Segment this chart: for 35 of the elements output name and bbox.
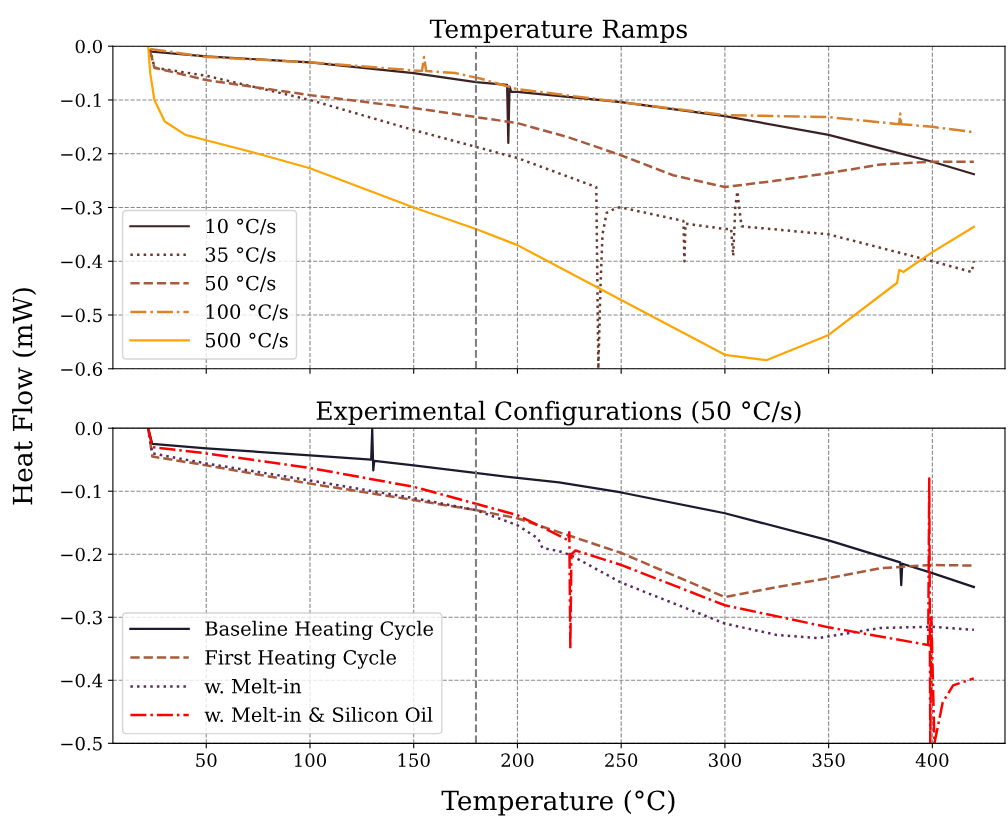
chart-title: Experimental Configurations (50 °C/s) (316, 400, 801, 426)
y-tick-label: −0.1 (61, 484, 101, 499)
y-tick-label: −0.3 (61, 610, 102, 625)
legend-label: w. Melt-in & Silicon Oil (204, 707, 433, 723)
y-tick-label: −0.2 (61, 547, 102, 562)
x-tick-label: 100 (294, 753, 327, 768)
legend-label: 10 °C/s (206, 218, 276, 235)
y-axis-title: Heat Flow (mW) (12, 288, 37, 505)
y-tick-label: −0.3 (61, 200, 102, 215)
y-tick-label: 0.0 (75, 421, 102, 436)
legend-label: 50 °C/s (205, 275, 276, 292)
x-tick-label: 350 (812, 753, 845, 768)
legend-label: w. Melt-in (204, 678, 302, 694)
y-tick-label: −0.6 (61, 362, 103, 376)
y-tick-label: 0.0 (75, 39, 102, 54)
y-tick-label: −0.4 (61, 673, 103, 688)
legend-label: 500 °C/s (205, 332, 288, 350)
legend-label: 100 °C/s (206, 304, 288, 321)
line-series (146, 428, 976, 744)
x-tick-label: 300 (709, 753, 741, 768)
x-tick-label: 150 (398, 753, 430, 768)
y-tick-label: −0.2 (61, 147, 102, 161)
x-tick-label: 50 (196, 753, 217, 768)
x-tick-label: 400 (915, 753, 949, 768)
x-axis-title: Temperature (°C) (441, 789, 675, 816)
chart-title: Temperature Ramps (429, 19, 687, 44)
y-tick-label: −0.4 (61, 254, 103, 269)
x-tick-label: 250 (605, 753, 638, 768)
legend-label: 35 °C/s (205, 247, 276, 264)
legend-label: First Heating Cycle (205, 649, 397, 669)
y-tick-label: −0.5 (61, 308, 102, 323)
x-tick-label: 200 (501, 753, 534, 768)
y-tick-label: −0.1 (61, 93, 101, 108)
legend-label: Baseline Heating Cycle (205, 620, 434, 640)
y-tick-label: −0.5 (61, 736, 102, 751)
